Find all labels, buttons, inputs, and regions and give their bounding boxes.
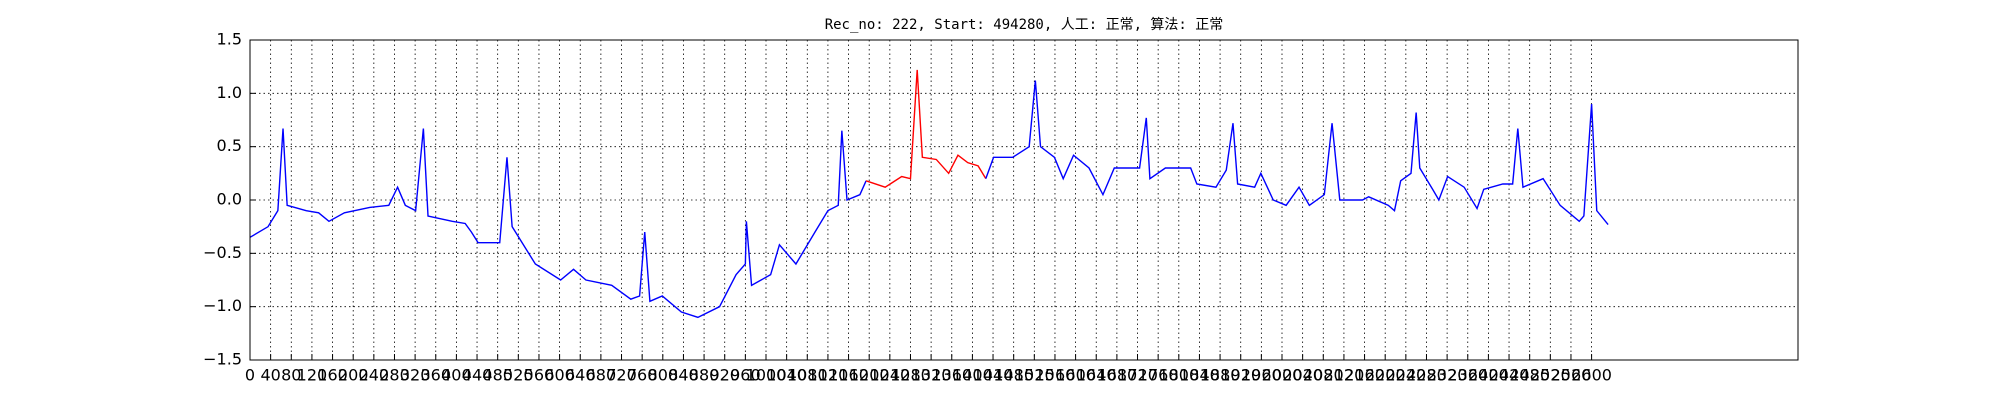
x-tick-label: 1520 (1014, 366, 1055, 385)
x-tick-label: 1560 (1035, 366, 1076, 385)
x-tick-label: 1720 (1117, 366, 1158, 385)
x-tick-label: 2520 (1530, 366, 1571, 385)
x-tick-label: 2560 (1551, 366, 1592, 385)
x-tick-label: 2200 (1365, 366, 1406, 385)
x-tick-label: 1240 (869, 366, 910, 385)
x-tick-label: 2600 (1571, 366, 1612, 385)
x-tick-label: 1480 (993, 366, 1034, 385)
x-tick-label: 1640 (1076, 366, 1117, 385)
x-tick-label: 1160 (828, 366, 869, 385)
x-tick-label: 680 (586, 366, 617, 385)
x-tick-label: 800 (648, 366, 679, 385)
y-tick-label: 1.5 (217, 30, 242, 49)
x-tick-label: 480 (482, 366, 513, 385)
x-tick-label: 2280 (1406, 366, 1447, 385)
x-tick-label: 200 (338, 366, 369, 385)
x-tick-label: 1280 (890, 366, 931, 385)
x-tick-label: 1800 (1158, 366, 1199, 385)
x-tick-label: 360 (420, 366, 451, 385)
x-tick-label: 1320 (911, 366, 952, 385)
x-tick-label: 1680 (1097, 366, 1138, 385)
x-tick-label: 1880 (1200, 366, 1241, 385)
x-tick-label: 1600 (1055, 366, 1096, 385)
x-tick-label: 280 (379, 366, 410, 385)
x-tick-label: 2360 (1447, 366, 1488, 385)
x-tick-label: 1920 (1220, 366, 1261, 385)
chart-title: Rec_no: 222, Start: 494280, 人工: 正常, 算法: … (825, 17, 1224, 33)
x-tick-label: 80 (281, 366, 301, 385)
x-tick-label: 160 (317, 366, 348, 385)
x-tick-label: 1440 (973, 366, 1014, 385)
x-tick-label: 1960 (1241, 366, 1282, 385)
x-tick-label: 2400 (1468, 366, 1509, 385)
x-tick-label: 520 (503, 366, 534, 385)
x-tick-label: 40 (260, 366, 280, 385)
x-tick-label: 760 (627, 366, 658, 385)
ecg-line (985, 80, 1609, 225)
x-tick-label: 2480 (1509, 366, 1550, 385)
y-tick-label: 0.0 (217, 190, 242, 209)
x-tick-label: 1080 (787, 366, 828, 385)
x-tick-label: 320 (400, 366, 431, 385)
y-tick-label: −1.0 (203, 296, 242, 315)
x-tick-label: 600 (544, 366, 575, 385)
x-tick-label: 720 (606, 366, 637, 385)
x-tick-label: 1760 (1138, 366, 1179, 385)
y-tick-label: −0.5 (203, 243, 242, 262)
ecg-line (249, 128, 867, 319)
x-tick-label: 2240 (1385, 366, 1426, 385)
x-tick-label: 1200 (849, 366, 890, 385)
x-tick-label: 0 (245, 366, 255, 385)
plot-frame (249, 39, 1799, 361)
x-tick-label: 560 (524, 366, 555, 385)
x-tick-label: 120 (297, 366, 328, 385)
x-tick-label: 240 (359, 366, 390, 385)
x-tick-label: 640 (565, 366, 596, 385)
x-tick-label: 2160 (1344, 366, 1385, 385)
x-tick-label: 1000 (746, 366, 787, 385)
x-tick-label: 1040 (766, 366, 807, 385)
x-tick-label: 400 (441, 366, 472, 385)
y-tick-label: 1.0 (217, 83, 242, 102)
y-tick-label: −1.5 (203, 350, 242, 369)
x-tick-label: 1840 (1179, 366, 1220, 385)
x-tick-label: 880 (689, 366, 720, 385)
x-tick-label: 2000 (1262, 366, 1303, 385)
x-tick-label: 1360 (931, 366, 972, 385)
y-tick-label: 0.5 (217, 136, 242, 155)
x-tick-label: 2440 (1489, 366, 1530, 385)
x-tick-label: 2080 (1303, 366, 1344, 385)
x-tick-label: 1120 (808, 366, 849, 385)
x-tick-label: 960 (730, 366, 761, 385)
x-tick-label: 920 (709, 366, 740, 385)
x-tick-label: 1400 (952, 366, 993, 385)
x-tick-label: 2320 (1427, 366, 1468, 385)
x-tick-label: 2040 (1282, 366, 1323, 385)
x-tick-label: 840 (668, 366, 699, 385)
ecg-line (865, 69, 987, 188)
x-tick-label: 440 (462, 366, 493, 385)
x-tick-label: 2120 (1324, 366, 1365, 385)
